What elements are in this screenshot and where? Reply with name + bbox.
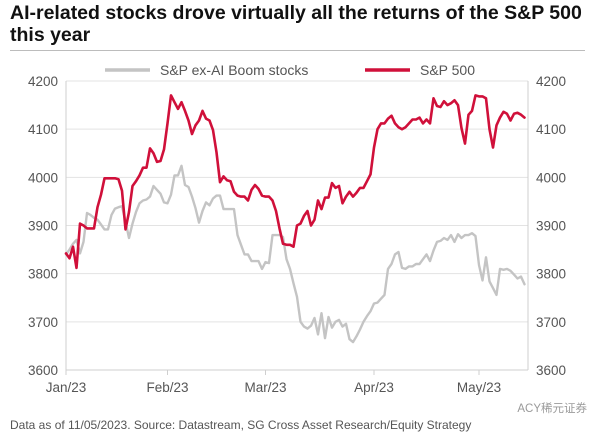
y-tick-label-left: 3900 — [28, 219, 58, 234]
legend-label: S&P ex-AI Boom stocks — [160, 62, 308, 78]
line-chart: 3600 3600 3700 3700 3800 3800 3900 3900 4000 4000… — [28, 62, 566, 395]
y-tick-label-right: 3800 — [536, 267, 566, 282]
x-tick-label: Jan/23 — [46, 380, 87, 395]
legend: S&P ex-AI Boom stocks S&P 500 — [105, 62, 475, 78]
y-tick-label-right: 3700 — [536, 315, 566, 330]
tick-labels: 3600 3600 3700 3700 3800 3800 3900 3900 4000 4000… — [28, 74, 566, 395]
series-lines — [64, 94, 526, 344]
sp500-series-line — [64, 94, 526, 270]
x-tick-label: Apr/23 — [354, 380, 394, 395]
y-tick-label-left: 3800 — [28, 267, 58, 282]
y-tick-label-left: 4000 — [28, 170, 58, 185]
gridlines — [66, 80, 528, 371]
y-tick-label-right: 4100 — [536, 122, 566, 137]
y-tick-label-left: 3600 — [28, 363, 58, 378]
x-tick-label: May/23 — [457, 380, 501, 395]
x-tick-label: Mar/23 — [244, 380, 286, 395]
y-tick-label-right: 3600 — [536, 363, 566, 378]
y-tick-label-left: 4100 — [28, 122, 58, 137]
y-tick-label-left: 3700 — [28, 315, 58, 330]
sp-ex-ai-series-line — [64, 164, 526, 344]
axes — [65, 81, 529, 375]
x-tick-label: Feb/23 — [146, 380, 188, 395]
chart-title: AI-related stocks drove virtually all th… — [10, 2, 582, 46]
y-tick-label-left: 4200 — [28, 74, 58, 89]
watermark-text: ACY稀元证券 — [517, 403, 587, 415]
chart-title-block: AI-related stocks drove virtually all th… — [10, 2, 585, 46]
source-footnote: Data as of 11/05/2023. Source: Datastrea… — [10, 418, 472, 432]
y-tick-label-right: 3900 — [536, 219, 566, 234]
y-tick-label-right: 4200 — [536, 74, 566, 89]
y-tick-label-right: 4000 — [536, 170, 566, 185]
legend-label: S&P 500 — [420, 62, 475, 78]
title-divider — [10, 50, 585, 51]
